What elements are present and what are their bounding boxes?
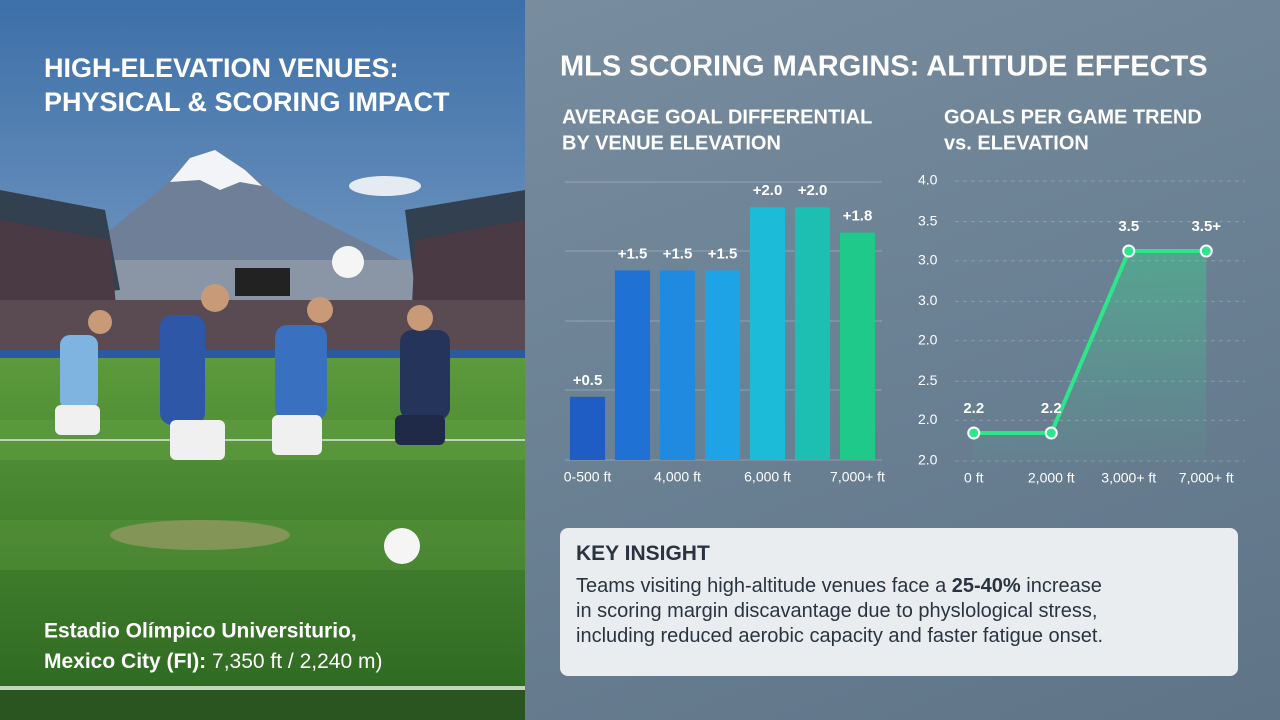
y-tick-label: 2.0 <box>918 331 938 347</box>
caption: Estadio Olímpico Universiturio, <box>44 620 357 643</box>
y-tick-label: 3.0 <box>918 292 938 308</box>
panel-title: HIGH-ELEVATION VENUES: <box>44 53 399 83</box>
bar <box>794 207 831 460</box>
bar <box>749 207 786 460</box>
trend-line <box>973 249 1207 435</box>
chart-title: vs. ELEVATION <box>944 132 1089 154</box>
insight-title: KEY INSIGHT <box>576 542 710 565</box>
stadium-photo <box>0 0 525 720</box>
chart-title: GOALS PER GAME TREND <box>944 106 1202 128</box>
y-tick-label: 2.0 <box>918 411 938 427</box>
insight-text: 25-40% <box>951 575 1021 597</box>
bar <box>704 270 741 460</box>
caption-place: Mexico City (FI): <box>44 650 206 673</box>
value-label: 3.5 <box>1118 218 1139 235</box>
y-tick-label: 2.5 <box>918 372 938 388</box>
panel-title: PHYSICAL & SCORING IMPACT <box>44 87 450 117</box>
point <box>1199 244 1213 258</box>
x-tick-label: 3,000+ ft <box>1101 470 1156 486</box>
x-tick-label: 0 ft <box>964 470 984 486</box>
main-title: MLS SCORING MARGINS: ALTITUDE EFFECTS <box>560 51 1208 83</box>
insight-line: Teams visiting high-altitude venues face… <box>576 574 1222 599</box>
y-tick-label: 2.0 <box>918 452 938 468</box>
insight-text: in scoring margin discavantage due to ph… <box>576 600 1098 622</box>
chart-title: AVERAGE GOAL DIFFERENTIAL <box>562 106 872 128</box>
y-tick-label: 3.0 <box>918 252 938 268</box>
chart-title: BY VENUE ELEVATION <box>562 132 781 154</box>
point <box>967 426 981 440</box>
bar <box>614 270 651 460</box>
x-tick-label: 6,000 ft <box>744 469 791 485</box>
value-label: +2.0 <box>753 182 783 199</box>
insight-text: including reduced aerobic capacity and f… <box>576 625 1104 647</box>
bar <box>839 232 876 460</box>
insight-line: including reduced aerobic capacity and f… <box>576 624 1222 649</box>
value-label: +1.8 <box>843 208 873 225</box>
x-tick-label: 7,000+ ft <box>1179 470 1234 486</box>
bar <box>659 270 696 460</box>
caption: Mexico City (FI): 7,350 ft / 2,240 m) <box>44 650 382 673</box>
x-tick-label: 0-500 ft <box>564 469 612 485</box>
value-label: +1.5 <box>708 245 738 262</box>
x-tick-label: 7,000+ ft <box>830 469 885 485</box>
value-label: 2.2 <box>1041 400 1062 417</box>
area <box>973 251 1207 461</box>
insight-line: in scoring margin discavantage due to ph… <box>576 599 1222 624</box>
value-label: 2.2 <box>963 400 984 417</box>
caption-elevation: 7,350 ft / 2,240 m) <box>206 650 382 673</box>
value-label: +1.5 <box>663 245 693 262</box>
point <box>1122 244 1136 258</box>
value-label: +2.0 <box>798 182 828 199</box>
value-label: +1.5 <box>618 245 648 262</box>
point <box>1044 426 1058 440</box>
insight-text: Teams visiting high-altitude venues face… <box>576 575 952 597</box>
value-label: 3.5+ <box>1191 218 1221 235</box>
bar <box>569 396 606 460</box>
insight-text: increase <box>1020 575 1102 597</box>
y-tick-label: 4.0 <box>918 172 938 188</box>
x-tick-label: 2,000 ft <box>1028 470 1075 486</box>
value-label: +0.5 <box>573 372 603 389</box>
insight-box: KEY INSIGHT Teams visiting high-altitude… <box>560 528 1238 676</box>
x-tick-label: 4,000 ft <box>654 469 701 485</box>
y-tick-label: 3.5 <box>918 212 938 228</box>
